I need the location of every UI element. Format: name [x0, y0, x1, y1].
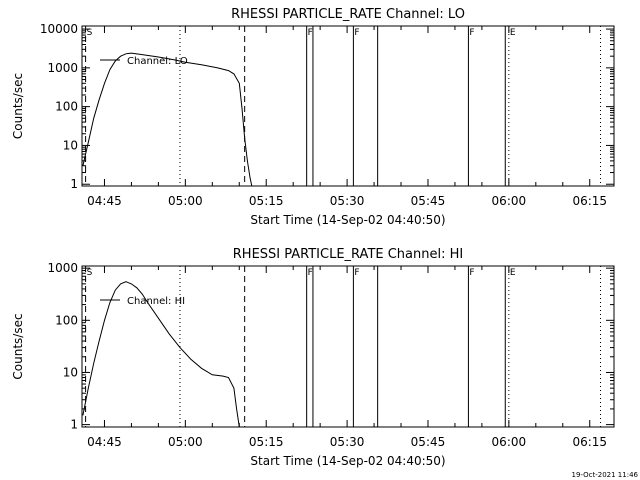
x-tick-label: 06:15 — [572, 194, 607, 208]
x-axis-label: Start Time (14-Sep-02 04:40:50) — [250, 213, 445, 227]
plot-frame — [81, 25, 615, 187]
x-tick-label: 05:00 — [168, 435, 203, 449]
legend-label: Channel: LO — [127, 56, 188, 67]
event-marker-label: S — [87, 28, 93, 38]
y-axis-label: Counts/sec — [11, 73, 25, 139]
event-marker-label: E — [510, 28, 516, 38]
y-tick-label: 1 — [70, 177, 78, 191]
timestamp-label: 19-Oct-2021 11:46 — [572, 471, 639, 479]
x-tick-label: 05:30 — [330, 194, 365, 208]
y-tick-label: 10 — [63, 138, 78, 152]
x-tick-label: 04:45 — [87, 435, 122, 449]
event-marker-label: F — [354, 28, 359, 38]
chart-panel-lo: RHESSI PARTICLE_RATE Channel: LO Start Ti… — [11, 7, 615, 227]
x-tick-label: 05:45 — [411, 435, 446, 449]
chart-title: RHESSI PARTICLE_RATE Channel: HI — [233, 247, 463, 262]
x-tick-label: 05:00 — [168, 194, 203, 208]
x-tick-label: 05:30 — [330, 435, 365, 449]
event-marker-label: F — [469, 268, 474, 278]
y-tick-label: 1000 — [47, 261, 78, 275]
legend-label: Channel: HI — [127, 296, 185, 307]
x-axis-label: Start Time (14-Sep-02 04:40:50) — [250, 454, 445, 468]
data-series-line — [82, 52, 253, 187]
y-tick-label: 100 — [55, 100, 78, 114]
plot-frame — [81, 265, 615, 428]
event-marker-label: F — [469, 28, 474, 38]
y-axis-label: Counts/sec — [11, 313, 25, 379]
event-marker-label: S — [87, 268, 93, 278]
chart-panel-hi: RHESSI PARTICLE_RATE Channel: HI Start Ti… — [11, 247, 615, 468]
event-marker-label: E — [510, 268, 516, 278]
data-series-line — [82, 281, 240, 428]
y-tick-label: 100 — [55, 313, 78, 327]
event-marker-label: F — [308, 28, 313, 38]
x-tick-label: 05:15 — [249, 194, 284, 208]
x-tick-label: 04:45 — [87, 194, 122, 208]
event-marker-label: F — [354, 268, 359, 278]
y-tick-label: 10 — [63, 365, 78, 379]
x-tick-label: 06:00 — [492, 194, 527, 208]
y-tick-label: 10000 — [40, 22, 78, 36]
event-marker-label: F — [308, 268, 313, 278]
chart-title: RHESSI PARTICLE_RATE Channel: LO — [231, 7, 465, 22]
x-tick-label: 06:00 — [492, 435, 527, 449]
x-tick-label: 06:15 — [572, 435, 607, 449]
x-tick-label: 05:15 — [249, 435, 284, 449]
x-tick-label: 05:45 — [411, 194, 446, 208]
y-tick-label: 1000 — [47, 61, 78, 75]
y-tick-label: 1 — [70, 418, 78, 432]
